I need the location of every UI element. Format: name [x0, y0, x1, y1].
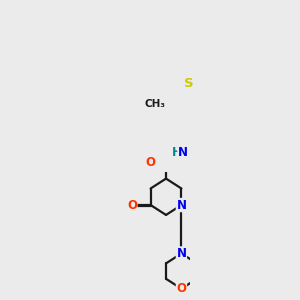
- Text: N: N: [157, 99, 166, 112]
- Text: O: O: [146, 156, 156, 169]
- Text: N: N: [176, 199, 186, 212]
- Text: CH₃: CH₃: [145, 99, 166, 109]
- Text: S: S: [184, 77, 194, 90]
- Text: O: O: [176, 282, 186, 295]
- Text: N: N: [178, 146, 188, 159]
- Text: O: O: [127, 199, 137, 212]
- Text: H: H: [172, 146, 182, 159]
- Text: N: N: [176, 247, 186, 260]
